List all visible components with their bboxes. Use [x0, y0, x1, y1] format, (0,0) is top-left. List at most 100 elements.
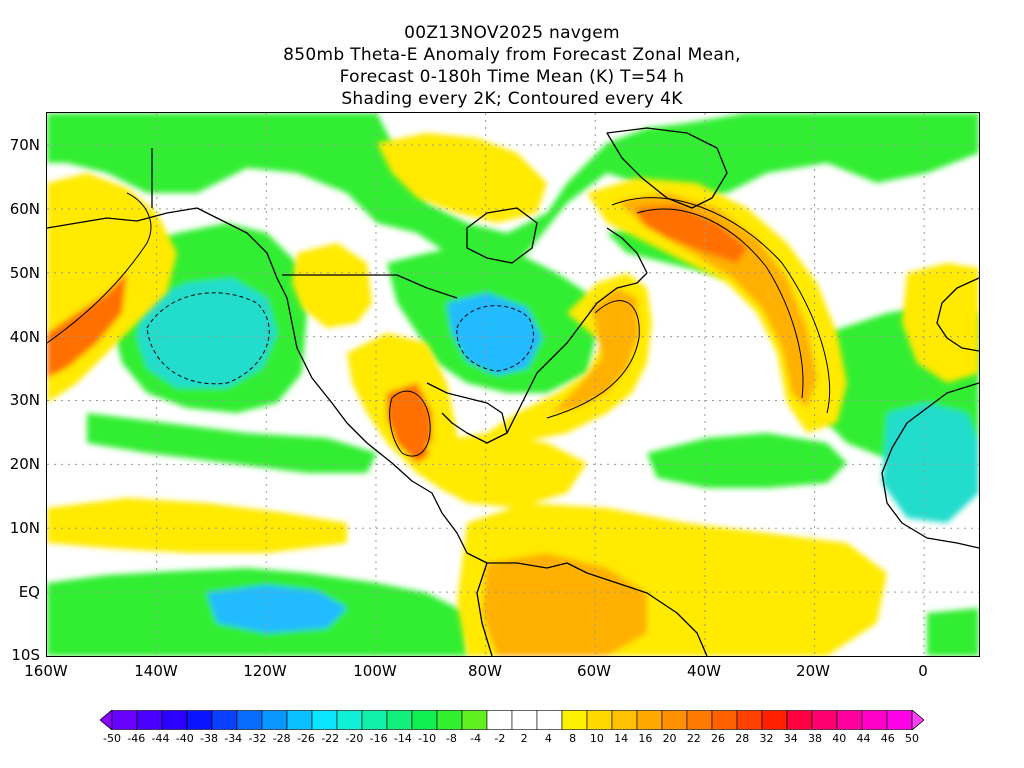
east-coast-coastline [506, 227, 648, 434]
colorbar-segment [536, 710, 563, 730]
colorbar-label: -40 [175, 732, 194, 745]
colorbar-label: -44 [151, 732, 170, 745]
colorbar-segment [686, 710, 713, 730]
africa-core-region [882, 403, 979, 523]
south-america-coastline [476, 562, 708, 656]
colorbar-label: 28 [735, 732, 750, 745]
lon-label-40w: 40W [687, 662, 721, 680]
colorbar-segment [736, 710, 763, 730]
colorbar-label: -50 [103, 732, 121, 745]
title-line-2: 850mb Theta-E Anomaly from Forecast Zona… [283, 45, 741, 65]
colorbar-segment [411, 710, 438, 730]
colorbar-segment [836, 710, 863, 730]
colorbar-label: -10 [418, 732, 437, 745]
colorbar-segment [386, 710, 413, 730]
colorbar-segment [136, 710, 163, 730]
equatorial-pacific-core [207, 585, 347, 633]
colorbar-segment [786, 710, 813, 730]
colorbar-label: 26 [711, 732, 726, 745]
colorbar-label: 50 [905, 732, 919, 745]
lat-label-20n: 20N [9, 455, 40, 473]
colorbar-segment [436, 710, 463, 730]
contour-gulf-stream [546, 300, 640, 419]
negative-anomaly-shading [47, 113, 979, 656]
colorbar-segment [711, 710, 738, 730]
contour-mexico-high [389, 390, 431, 457]
colorbar-label: -28 [272, 732, 291, 745]
lon-label-160w: 160W [24, 662, 68, 680]
greenland-coastline [606, 127, 728, 209]
map-grid [47, 113, 979, 656]
colorbar-label: 34 [783, 732, 798, 745]
rocky-mountain-positive-region [292, 243, 372, 328]
caribbean-positive-region [427, 433, 587, 508]
hudson-bay-coastline [466, 207, 538, 264]
colorbar-label: 8 [569, 732, 577, 745]
colorbar-label: -46 [127, 732, 146, 745]
arctic-negative-region [47, 113, 979, 273]
colorbar-arrow-right [911, 710, 924, 730]
colorbar-segment [611, 710, 638, 730]
contour-lines [47, 192, 831, 457]
us-border [282, 274, 458, 299]
great-lakes-core-region [447, 293, 542, 375]
colorbar-segment [761, 710, 788, 730]
colorbar-segment [311, 710, 338, 730]
colorbar-label: -16 [369, 732, 388, 745]
colorbar-segment [286, 710, 313, 730]
colorbar-label: 20 [662, 732, 677, 745]
europe-coastline [936, 277, 979, 352]
mexico-gulf-core [387, 383, 432, 463]
coastlines [47, 127, 979, 656]
colorbar-segment [211, 710, 238, 730]
central-atlantic-band [647, 433, 847, 488]
colorbar-label: -34 [224, 732, 243, 745]
colorbar-segment [511, 710, 538, 730]
colorbar-label: 4 [544, 732, 552, 745]
title-line-3: Forecast 0-180h Time Mean (K) T=54 h [339, 67, 685, 87]
contour-labrador-inner [636, 208, 804, 399]
colorbar-label: 22 [686, 732, 701, 745]
lon-label-80w: 80W [468, 662, 502, 680]
colorbar-label: 44 [856, 732, 871, 745]
colorbar-label: 40 [832, 732, 847, 745]
lat-label-10n: 10N [9, 519, 40, 537]
south-atlantic-negative-region [927, 608, 979, 656]
colorbar-segment [336, 710, 363, 730]
colorbar-label: 16 [638, 732, 653, 745]
title-block: 00Z13NOV2025 navgem 850mb Theta-E Anomal… [0, 22, 1024, 110]
title-line-1: 00Z13NOV2025 navgem [404, 23, 620, 43]
map-frame [46, 112, 980, 657]
colorbar-label: -38 [199, 732, 218, 745]
alaska-coastline [47, 207, 198, 229]
colorbar-segment [361, 710, 388, 730]
colorbar-segment [261, 710, 288, 730]
lat-label-10s: 10S [11, 646, 40, 664]
contour-great-lakes-low [456, 305, 534, 372]
europe-positive-region [902, 263, 979, 383]
colorbar-arrow-left [100, 710, 113, 730]
title-line-4: Shading every 2K; Contoured every 4K [341, 89, 683, 109]
colorbar-segment [186, 710, 213, 730]
colorbar-segment [161, 710, 188, 730]
colorbar-segment [461, 710, 488, 730]
lon-label-140w: 140W [134, 662, 178, 680]
colorbar-label: -4 [470, 732, 482, 745]
lat-label-30n: 30N [9, 391, 40, 409]
map-canvas [47, 113, 979, 656]
north-america-coastline [196, 207, 588, 574]
labrador-arc-peak [637, 205, 747, 263]
colorbar-segment [486, 710, 513, 730]
colorbar-segment [111, 710, 138, 730]
tropical-east-pacific-band [87, 413, 377, 473]
colorbar-segment [561, 710, 588, 730]
colorbar-segment [586, 710, 613, 730]
colorbar-label: -20 [345, 732, 364, 745]
lat-label-50n: 50N [9, 264, 40, 282]
lat-label-eq: EQ [18, 583, 40, 601]
colorbar-segment [861, 710, 888, 730]
north-pacific-core-region [137, 278, 277, 388]
contour-pacific-low [146, 292, 270, 385]
colorbar [100, 710, 924, 730]
colorbar-label: 2 [520, 732, 528, 745]
